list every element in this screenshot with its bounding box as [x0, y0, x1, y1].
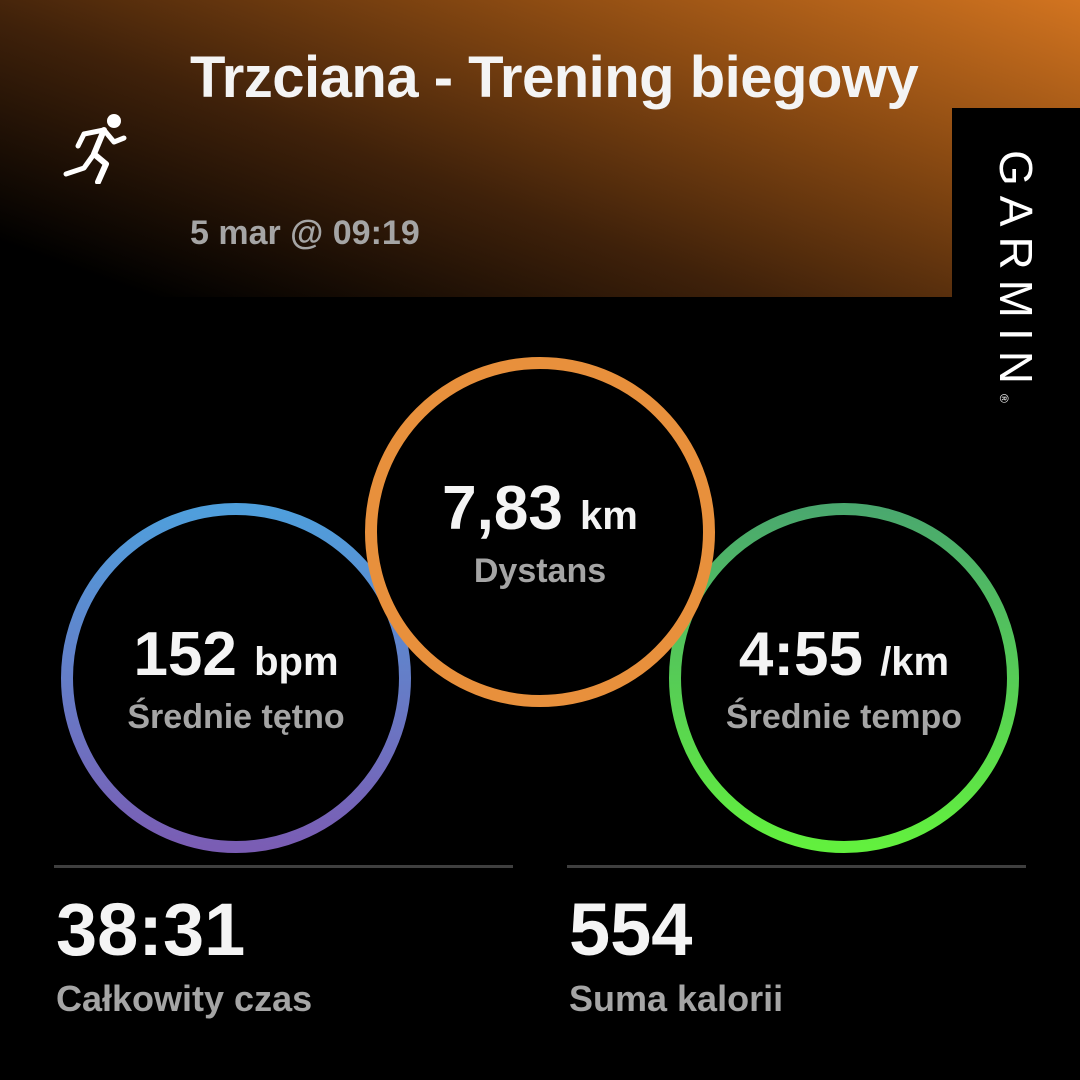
heart-rate-metric: 152 bpm Średnie tętno — [127, 620, 345, 736]
total-time-stat: 38:31 Całkowity czas — [56, 888, 313, 1019]
activity-date: 5 mar @ 09:19 — [190, 214, 420, 252]
divider — [54, 865, 513, 868]
distance-ring — [365, 357, 715, 707]
heart-rate-ring — [61, 503, 411, 853]
pace-metric: 4:55 /km Średnie tempo — [725, 620, 963, 736]
divider — [567, 865, 1026, 868]
pace-ring — [669, 503, 1019, 853]
running-person-icon — [63, 114, 127, 184]
distance-metric: 7,83 km Dystans — [442, 474, 638, 590]
activity-title: Trzciana - Trening biegowy — [190, 45, 919, 110]
header-banner — [0, 0, 1080, 297]
garmin-logo-panel — [952, 108, 1080, 1080]
calories-stat: 554 Suma kalorii — [569, 888, 784, 1019]
